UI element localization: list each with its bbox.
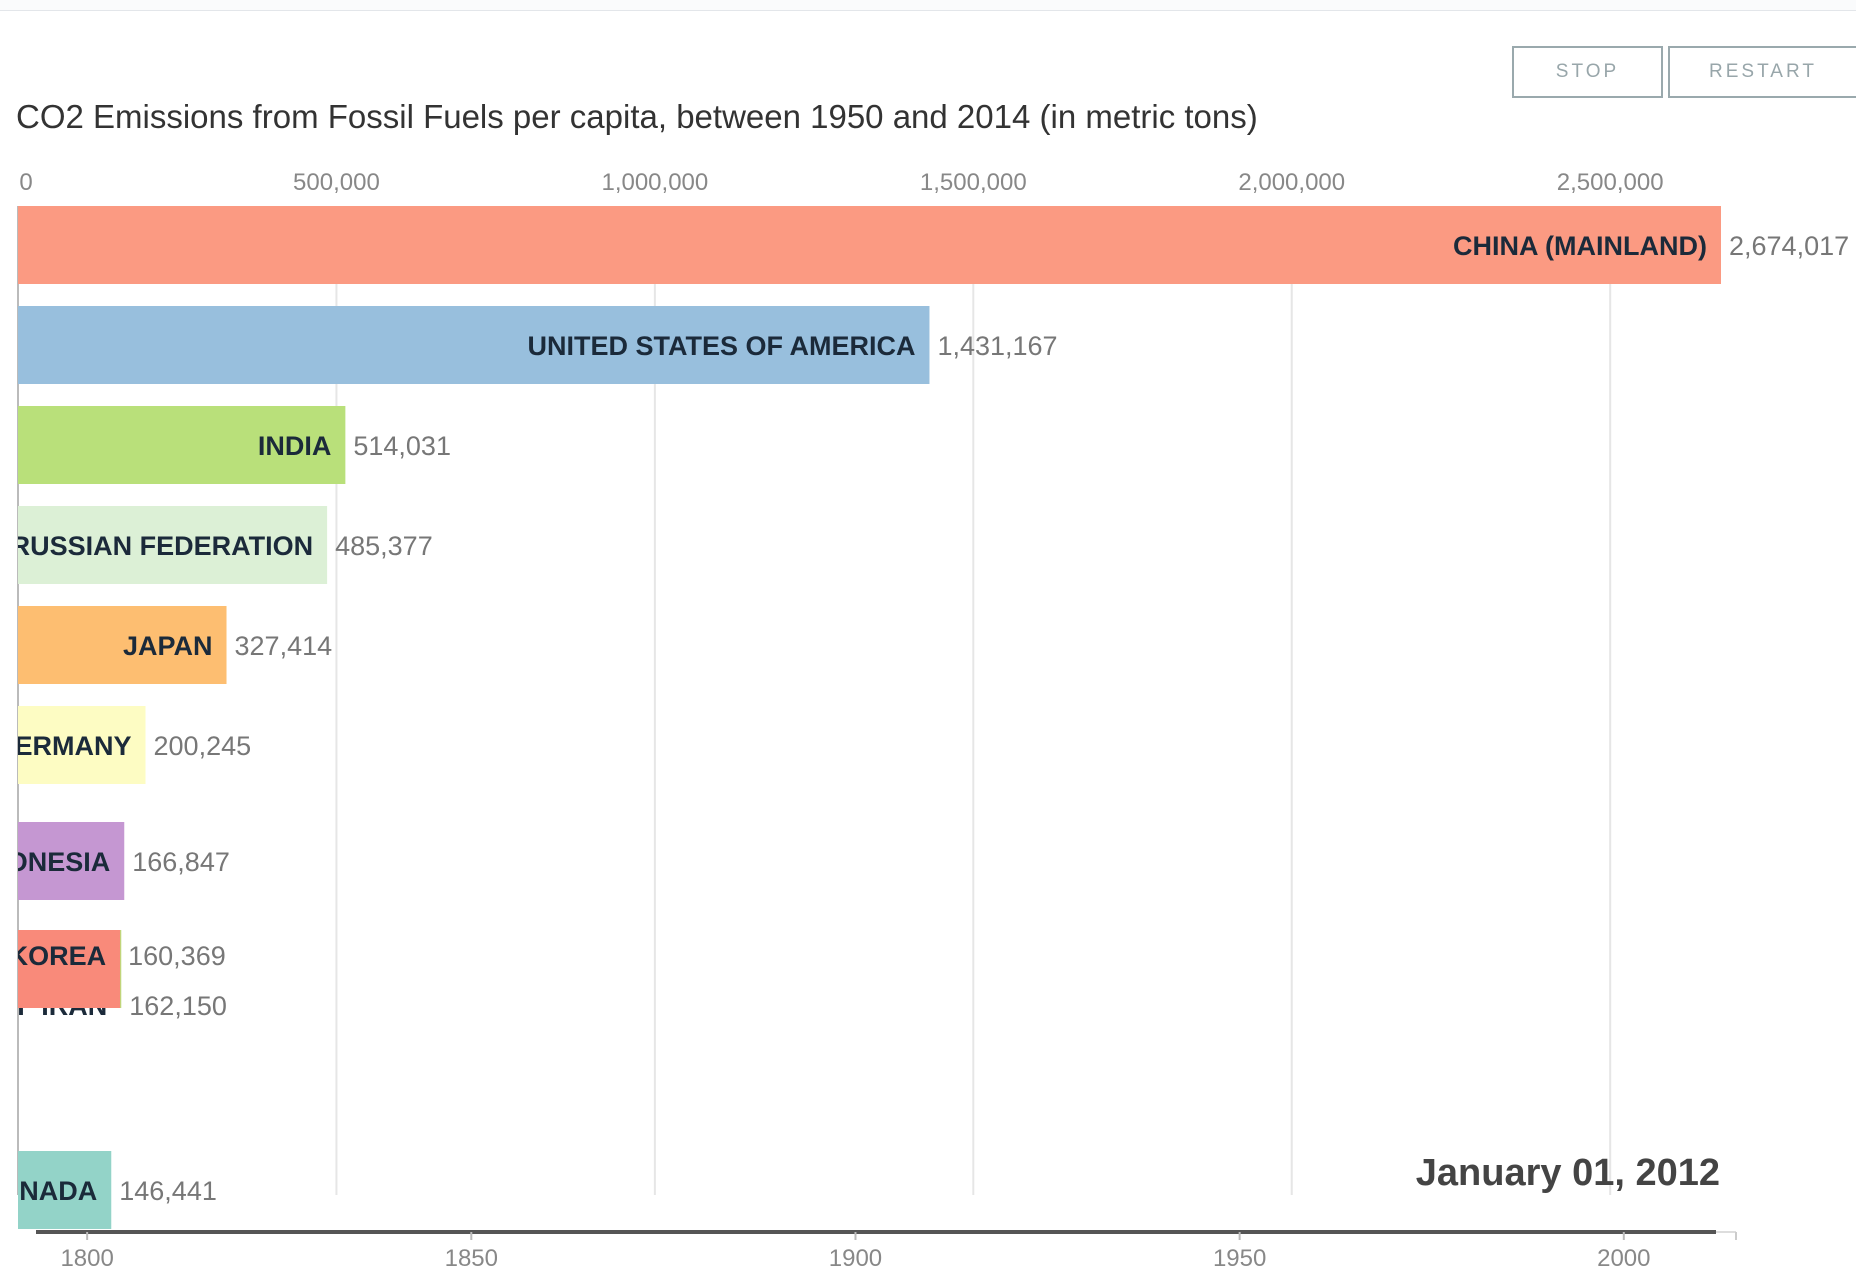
- stop-button[interactable]: STOP: [1512, 46, 1663, 98]
- timeline-tick-label: 1800: [60, 1245, 113, 1272]
- bar: [18, 822, 125, 900]
- bar-value-label: 514,031: [353, 431, 451, 461]
- current-date-label: January 01, 2012: [1415, 1152, 1720, 1194]
- bar-label: NADA: [19, 1176, 97, 1206]
- chart-title: CO2 Emissions from Fossil Fuels per capi…: [16, 98, 1258, 135]
- bar-value-label: 485,377: [335, 531, 433, 561]
- timeline-tick-label: 1850: [445, 1245, 498, 1272]
- bar-value-label: 160,369: [128, 941, 226, 971]
- bar: [18, 406, 346, 484]
- x-tick-label: 500,000: [293, 169, 380, 196]
- bar: [18, 606, 227, 684]
- x-tick-label: 0: [19, 169, 32, 196]
- bar-label: JAPAN: [123, 631, 213, 661]
- x-tick-label: 1,000,000: [601, 169, 708, 196]
- bar-label: ONESIA: [7, 847, 111, 877]
- bar-label: RUSSIAN FEDERATION: [11, 531, 314, 561]
- bar-value-label: 166,847: [132, 847, 230, 877]
- top-divider: [0, 0, 1856, 11]
- bar-value-label: 200,245: [154, 731, 252, 761]
- bar-value-label: 327,414: [235, 631, 333, 661]
- bar-label: CHINA (MAINLAND): [1453, 231, 1707, 261]
- timeline-tick-label: 1900: [829, 1245, 882, 1272]
- bar: [18, 706, 146, 784]
- bar-label: INDIA: [258, 431, 332, 461]
- bar: [18, 1151, 112, 1229]
- bar-label: UNITED STATES OF AMERICA: [527, 331, 915, 361]
- x-tick-label: 1,500,000: [920, 169, 1027, 196]
- bar: [18, 206, 1721, 284]
- bar-value-label: 162,150: [129, 991, 227, 1021]
- x-tick-label: 2,000,000: [1238, 169, 1345, 196]
- bar-label: ERMANY: [15, 731, 132, 761]
- restart-button[interactable]: RESTART: [1668, 46, 1856, 98]
- bar: [18, 506, 328, 584]
- bar-label: KOREA: [9, 941, 107, 971]
- timeline-tick-label: 1950: [1213, 1245, 1266, 1272]
- bar-value-label: 2,674,017: [1729, 231, 1849, 261]
- x-tick-label: 2,500,000: [1557, 169, 1664, 196]
- bar-value-label: 1,431,167: [937, 331, 1057, 361]
- bar: [18, 306, 930, 384]
- bar: [18, 930, 121, 1008]
- bar-value-label: 146,441: [119, 1176, 217, 1206]
- timeline-tick-label: 2000: [1597, 1245, 1650, 1272]
